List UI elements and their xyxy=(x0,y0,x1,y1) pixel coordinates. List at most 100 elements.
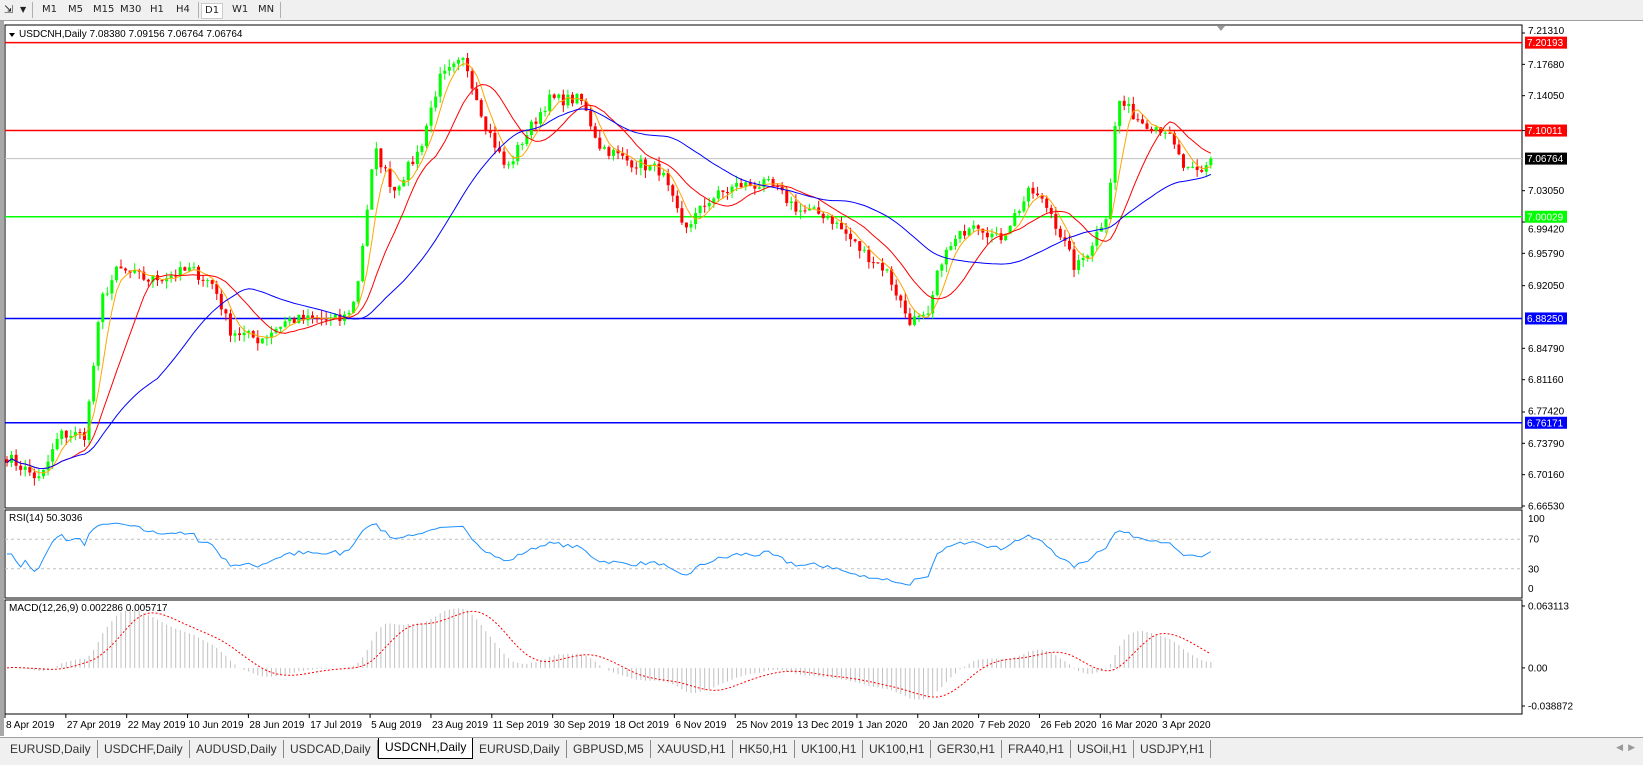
tab-scroll-arrows-icon[interactable]: ◀ ▶ xyxy=(1616,742,1635,752)
chart-tab[interactable]: EURUSD,Daily xyxy=(473,740,567,758)
candle-body xyxy=(785,190,789,203)
candle-body xyxy=(922,314,926,316)
candle xyxy=(821,211,825,224)
candle xyxy=(516,141,520,166)
candle-body xyxy=(238,333,242,336)
candle-body xyxy=(725,192,729,194)
candle xyxy=(434,91,438,112)
candle-body xyxy=(73,432,77,437)
candle xyxy=(634,161,638,175)
price-tick-label: 6.66530 xyxy=(1528,502,1565,513)
candle xyxy=(452,61,456,73)
chart-tab[interactable]: AUDUSD,Daily xyxy=(190,740,284,758)
date-label: 25 Nov 2019 xyxy=(736,720,793,731)
candle-body xyxy=(288,318,292,322)
candle-body xyxy=(580,93,584,102)
candle xyxy=(835,220,839,229)
candle-body xyxy=(940,264,944,271)
level-price-tag xyxy=(1525,152,1567,165)
rsi-tick-label: 100 xyxy=(1528,514,1545,525)
date-label: 6 Nov 2019 xyxy=(675,720,727,731)
chart-tab[interactable]: XAUUSD,H1 xyxy=(651,740,733,758)
candle-body xyxy=(347,312,351,315)
candle xyxy=(55,432,59,451)
candle-body xyxy=(256,337,260,344)
candle-body xyxy=(511,161,515,165)
chart-tab[interactable]: EURUSD,Daily xyxy=(4,740,98,758)
candle-body xyxy=(502,151,506,165)
candle xyxy=(64,429,68,445)
candle xyxy=(169,271,173,283)
timeframe-h1[interactable]: H1 xyxy=(150,4,164,15)
chart-tab[interactable]: GER30,H1 xyxy=(931,740,1003,758)
candle-body xyxy=(379,148,383,168)
level-price-tag xyxy=(1525,312,1567,325)
timeframe-m15[interactable]: M15 xyxy=(93,4,115,15)
candle-body xyxy=(639,159,643,168)
candle xyxy=(548,89,552,116)
candle-body xyxy=(1031,187,1035,194)
chart-tab[interactable]: USDJPY,H1 xyxy=(1134,740,1212,758)
candle xyxy=(73,426,77,441)
candle-body xyxy=(1122,100,1126,106)
candle-body xyxy=(963,230,967,236)
candle xyxy=(14,449,18,471)
chart-tab[interactable]: UK100,H1 xyxy=(795,740,864,758)
candle xyxy=(178,261,182,281)
candle-body xyxy=(712,198,716,203)
chart-tab[interactable]: USOil,H1 xyxy=(1071,740,1135,758)
price-tick-label: 6.99420 xyxy=(1528,224,1565,235)
timeframe-w1[interactable]: W1 xyxy=(232,4,249,15)
candle-body xyxy=(903,300,907,314)
chart-menu-arrow-icon xyxy=(9,33,15,37)
date-label: 7 Feb 2020 xyxy=(980,720,1031,731)
candle xyxy=(949,241,953,251)
candle xyxy=(28,459,32,476)
candle-body xyxy=(552,94,556,98)
candle xyxy=(1118,100,1122,134)
candle-body xyxy=(949,246,953,250)
chart-tools-icon[interactable]: ⇲ xyxy=(4,3,14,16)
candle-body xyxy=(539,112,543,124)
candle xyxy=(611,148,615,161)
candle-body xyxy=(96,322,100,366)
candle xyxy=(425,123,429,149)
candle-body xyxy=(228,313,232,336)
candle-body xyxy=(611,149,615,156)
chart-tab[interactable]: USDCAD,Daily xyxy=(284,740,378,758)
candle-body xyxy=(858,241,862,251)
timeframe-m30[interactable]: M30 xyxy=(120,4,142,15)
macd-tick-label: -0.038872 xyxy=(1528,702,1573,713)
candle xyxy=(388,161,392,194)
candle-body xyxy=(803,210,807,212)
chart-tab[interactable]: USDCHF,Daily xyxy=(98,740,190,758)
candle-body xyxy=(297,314,301,323)
candle xyxy=(370,168,374,210)
candle-body xyxy=(776,185,780,187)
candle-body xyxy=(680,208,684,223)
candle xyxy=(725,186,729,200)
chart-tab[interactable]: HK50,H1 xyxy=(733,740,795,758)
timeframe-m5[interactable]: M5 xyxy=(68,4,83,15)
timeframe-h4[interactable]: H4 xyxy=(176,4,190,15)
candle xyxy=(716,185,720,202)
candle xyxy=(543,106,547,117)
chart-tab[interactable]: FRA40,H1 xyxy=(1002,740,1072,758)
ma-slow-line xyxy=(6,108,1212,470)
candle-body xyxy=(507,164,511,166)
candle xyxy=(922,311,926,320)
candle-body xyxy=(534,121,538,124)
candle-body xyxy=(771,179,775,186)
candle-body xyxy=(37,476,41,479)
timeframe-mn[interactable]: MN xyxy=(258,4,275,15)
timeframe-d1[interactable]: D1 xyxy=(201,3,224,19)
timeframe-m1[interactable]: M1 xyxy=(42,4,57,15)
candle-body xyxy=(415,151,419,165)
chart-tab[interactable]: UK100,H1 xyxy=(863,740,932,758)
level-price-label: 7.20193 xyxy=(1527,38,1564,49)
dropdown-arrow-icon[interactable]: ▼ xyxy=(20,5,27,14)
chart-tab[interactable]: USDCNH,Daily xyxy=(378,738,474,759)
chart-tab[interactable]: GBPUSD,M5 xyxy=(567,740,651,758)
candle-body xyxy=(1177,144,1181,155)
price-chart[interactable]: 7.21310 7.17680 7.14050 7.03050 6.99420 6.957… xyxy=(0,0,1643,737)
